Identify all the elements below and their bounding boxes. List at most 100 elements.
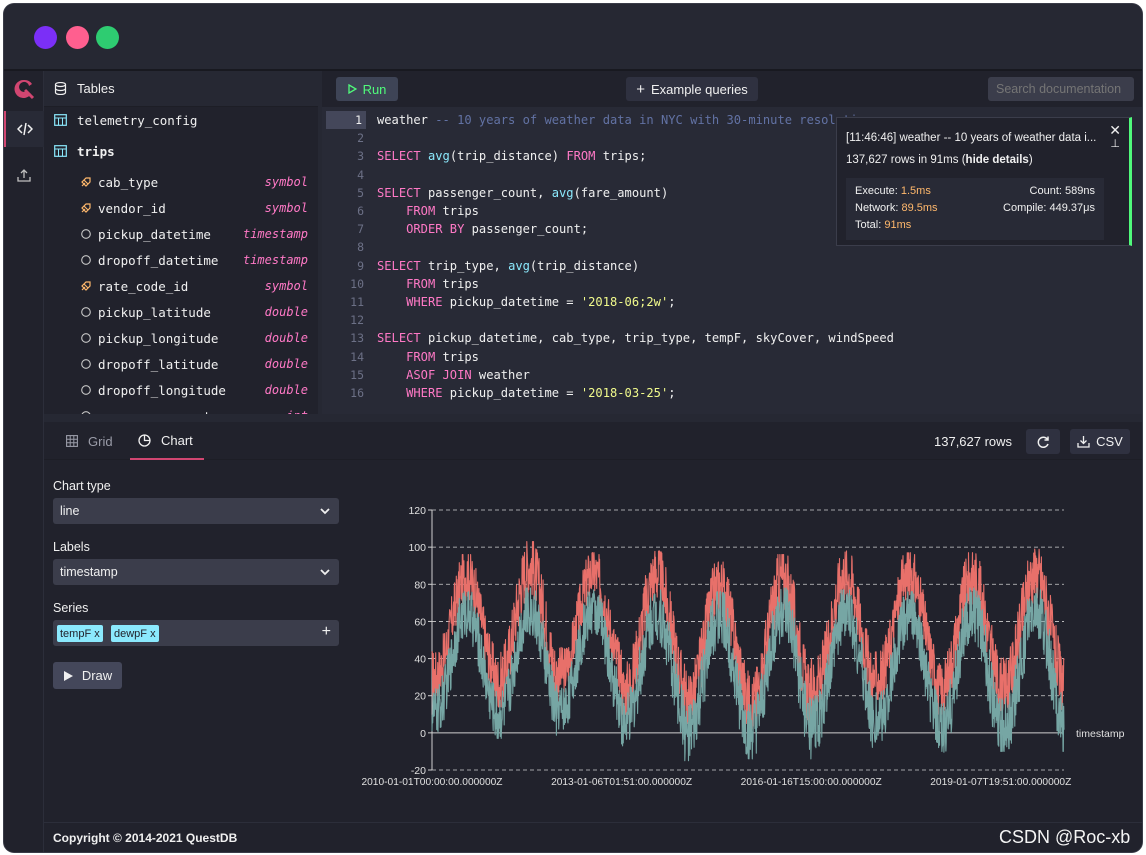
series-chip[interactable]: tempF x: [57, 625, 103, 642]
series-select[interactable]: tempF x dewpF x +: [53, 620, 339, 646]
play-icon: [347, 84, 357, 94]
column-name: cab_type: [98, 174, 159, 190]
column-item[interactable]: dropoff_datetime timestamp: [44, 247, 318, 273]
line-number: 9: [357, 258, 364, 273]
tab-chart[interactable]: Chart: [130, 422, 204, 460]
column-item[interactable]: cab_type symbol: [44, 169, 318, 195]
series-chip-label: dewpF: [114, 627, 148, 640]
circle-icon: [80, 228, 92, 240]
chevron-down-icon: [320, 508, 330, 515]
code-token: FROM: [406, 276, 436, 291]
tab-grid[interactable]: Grid: [66, 422, 113, 460]
add-series-icon[interactable]: +: [321, 623, 331, 640]
notification-summary: [11:46:46] weather -- 10 years of weathe…: [846, 132, 1097, 144]
x-tick-label: 2013-01-06T01:51:00.000000Z: [551, 777, 692, 788]
pin-icon[interactable]: ⊥: [1110, 138, 1120, 150]
column-type: double: [264, 383, 308, 397]
query-notification: [11:46:46] weather -- 10 years of weathe…: [836, 117, 1132, 246]
code-token: weather: [377, 113, 436, 127]
refresh-button[interactable]: [1026, 429, 1060, 454]
remove-icon[interactable]: x: [150, 627, 156, 640]
x-tick-label: 2016-01-16T15:00:00.000000Z: [741, 777, 882, 788]
column-item[interactable]: dropoff_latitude double: [44, 351, 318, 377]
line-number: 10: [350, 276, 364, 291]
chart-type-select[interactable]: line: [53, 498, 339, 524]
questdb-logo-icon[interactable]: [4, 71, 44, 107]
hide-details-link[interactable]: hide details: [965, 154, 1029, 166]
line-number: 4: [357, 167, 364, 182]
editor-resize-handle[interactable]: [44, 414, 1142, 422]
code-line: SELECT passenger_count, avg(fare_amount): [377, 184, 668, 202]
line-number: 2: [357, 131, 364, 146]
code-token: SELECT: [377, 331, 421, 346]
search-documentation-input[interactable]: [988, 77, 1134, 101]
series-line: [431, 541, 1065, 730]
column-name: dropoff_latitude: [98, 356, 219, 372]
column-name: vendor_id: [98, 200, 166, 216]
column-type: symbol: [264, 201, 308, 215]
column-item[interactable]: pickup_longitude double: [44, 325, 318, 351]
code-token: [377, 386, 406, 400]
column-type: double: [264, 331, 308, 345]
total-label: Total:: [855, 219, 882, 231]
line-chart: -20 0 20 40 60 80 100 120 2010-01-01T00:00:00.00…: [361, 505, 1124, 788]
code-token: FROM: [406, 204, 436, 218]
example-queries-label: Example queries: [650, 81, 748, 97]
column-name: rate_code_id: [98, 278, 189, 294]
window-close-button[interactable]: [34, 26, 57, 49]
line-number: 7: [357, 222, 364, 237]
column-name: passenger_count: [98, 409, 211, 415]
column-name: pickup_latitude: [98, 304, 211, 320]
column-item[interactable]: pickup_datetime timestamp: [44, 221, 318, 247]
y-tick-label: 80: [414, 579, 426, 591]
code-line: WHERE pickup_datetime = '2018-06;2w';: [377, 293, 675, 311]
column-item[interactable]: dropoff_longitude double: [44, 377, 318, 403]
left-nav: [4, 71, 44, 852]
column-item[interactable]: rate_code_id symbol: [44, 273, 318, 299]
code-token: (trip_distance): [449, 149, 567, 164]
close-icon[interactable]: ✕: [1109, 122, 1121, 138]
column-item[interactable]: vendor_id symbol: [44, 195, 318, 221]
run-button[interactable]: Run: [336, 77, 398, 101]
code-token: avg: [508, 258, 530, 273]
window-minimize-button[interactable]: [66, 26, 89, 49]
results-toolbar: Grid Chart 137,627 rows CSV: [44, 422, 1142, 460]
labels-select[interactable]: timestamp: [53, 559, 339, 585]
table-item-telemetry-config[interactable]: telemetry_config: [44, 107, 318, 133]
editor-toolbar: Run + Example queries: [322, 71, 1142, 107]
code-token: SELECT: [377, 185, 421, 200]
code-token: pickup_datetime =: [442, 386, 581, 400]
series-line: [431, 587, 1065, 762]
code-line: FROM trips: [377, 275, 479, 293]
column-item[interactable]: pickup_latitude double: [44, 299, 318, 325]
window-maximize-button[interactable]: [96, 26, 119, 49]
code-line: ORDER BY passenger_count;: [377, 220, 588, 238]
table-item-trips[interactable]: trips: [44, 138, 318, 164]
csv-download-button[interactable]: CSV: [1070, 429, 1130, 454]
watermark: CSDN @Roc-xb: [999, 827, 1131, 847]
circle-icon: [80, 358, 92, 370]
code-token: trips;: [595, 149, 647, 164]
upload-icon[interactable]: [4, 157, 44, 193]
column-type: double: [264, 305, 308, 319]
code-token: trips: [435, 349, 479, 364]
draw-button[interactable]: Draw: [53, 662, 122, 689]
total-value: 91ms: [884, 219, 912, 231]
column-name: pickup_datetime: [98, 226, 211, 242]
csv-label: CSV: [1096, 434, 1123, 449]
column-item[interactable]: passenger_count int: [44, 403, 318, 414]
series-chip[interactable]: dewpF x: [111, 625, 159, 642]
code-token: [377, 204, 406, 218]
circle-icon: [80, 306, 92, 318]
copyright: Copyright © 2014-2021 QuestDB: [53, 831, 238, 845]
circle-icon: [80, 332, 92, 344]
x-tick-label: 2019-01-07T19:51:00.000000Z: [930, 777, 1071, 788]
code-token: avg: [551, 185, 574, 200]
remove-icon[interactable]: x: [94, 627, 100, 640]
titlebar: [4, 4, 1142, 71]
example-queries-button[interactable]: + Example queries: [626, 77, 758, 101]
code-icon[interactable]: [4, 111, 44, 147]
symbol-icon: [80, 176, 92, 188]
code-token: [377, 368, 406, 382]
schema-resize-handle[interactable]: [318, 71, 322, 414]
